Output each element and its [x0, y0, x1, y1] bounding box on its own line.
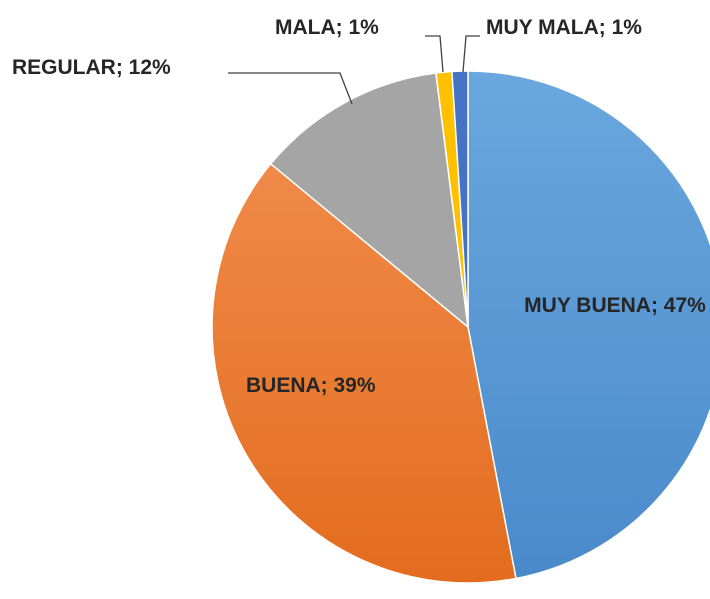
- data-label: REGULAR; 12%: [12, 56, 171, 79]
- leader-line: [425, 35, 444, 73]
- data-label: MALA; 1%: [275, 16, 379, 39]
- leader-line: [228, 72, 353, 105]
- pie-slice: [269, 72, 469, 329]
- data-label: MUY MALA; 1%: [486, 16, 642, 39]
- pie-slice: [211, 162, 517, 584]
- pie-slice: [467, 70, 710, 580]
- data-label: BUENA; 39%: [246, 374, 376, 397]
- leader-line: [462, 35, 480, 73]
- pie-slice: [451, 70, 469, 328]
- data-label: MUY BUENA; 47%: [524, 294, 706, 317]
